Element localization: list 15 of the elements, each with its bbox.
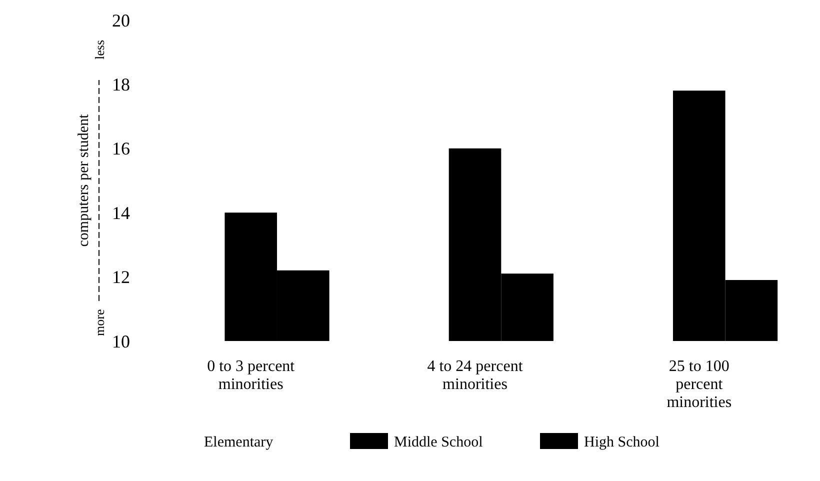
- y-tick-label: 12: [112, 267, 130, 288]
- y-tick-label: 18: [112, 74, 130, 94]
- y-axis-title: computers per student: [76, 113, 92, 247]
- legend-label: High School: [584, 434, 660, 450]
- y-tick-label: 16: [112, 138, 130, 159]
- text: more: [92, 309, 107, 336]
- y-tick-label: 10: [112, 331, 130, 352]
- legend-label: Middle School: [394, 434, 483, 450]
- y-tick-label: 14: [112, 202, 130, 223]
- x-tick-label: 4 to 24 percent minorities: [427, 358, 524, 393]
- y-tick-label: 20: [112, 10, 130, 30]
- text: less: [92, 40, 107, 60]
- text: Elementary: [204, 434, 274, 450]
- x-tick-label: 0 to 3 percent minorities: [207, 358, 296, 393]
- x-tick-label: 25 to 100 percent minorities: [666, 358, 732, 411]
